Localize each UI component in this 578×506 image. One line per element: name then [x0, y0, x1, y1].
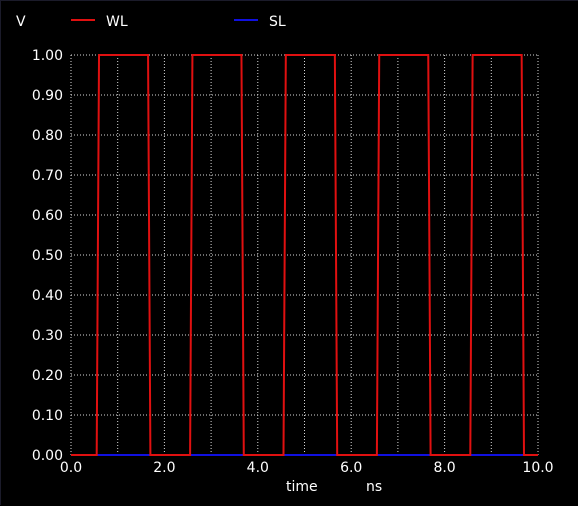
legend-item-wl: WL: [71, 14, 128, 30]
series-line-wl: [71, 54, 538, 456]
y-tick-label: 0.90: [32, 88, 63, 104]
y-tick-label: 0.30: [32, 328, 63, 344]
y-axis-label: V: [16, 14, 26, 30]
y-tick-label: 0.80: [32, 128, 63, 144]
x-tick-label: 4.0: [247, 460, 269, 476]
y-tick-label: 1.00: [32, 48, 63, 64]
x-axis-unit: ns: [366, 479, 382, 495]
y-tick-label: 0.40: [32, 288, 63, 304]
y-tick-label: 0.10: [32, 408, 63, 424]
legend-label: WL: [106, 14, 128, 30]
x-tick-label: 6.0: [340, 460, 362, 476]
legend: WL SL: [71, 14, 286, 30]
y-tick-label: 0.50: [32, 248, 63, 264]
axis-layer: 0.00 0.10 0.20 0.30 0.40 0.50 0.60 0.70 0.80 0.90…: [32, 48, 554, 476]
grid-layer: [70, 54, 539, 456]
legend-label: SL: [269, 14, 286, 30]
x-tick-label: 0.0: [60, 460, 82, 476]
y-tick-label: 0.60: [32, 208, 63, 224]
x-tick-label: 8.0: [433, 460, 455, 476]
x-tick-label: 10.0: [522, 460, 553, 476]
y-tick-label: 0.20: [32, 368, 63, 384]
legend-item-sl: SL: [234, 14, 286, 30]
y-tick-label: 0.00: [32, 448, 63, 464]
x-tick-label: 2.0: [153, 460, 175, 476]
y-tick-label: 0.70: [32, 168, 63, 184]
series-layer: [71, 54, 538, 456]
x-axis-label: time: [286, 479, 318, 495]
